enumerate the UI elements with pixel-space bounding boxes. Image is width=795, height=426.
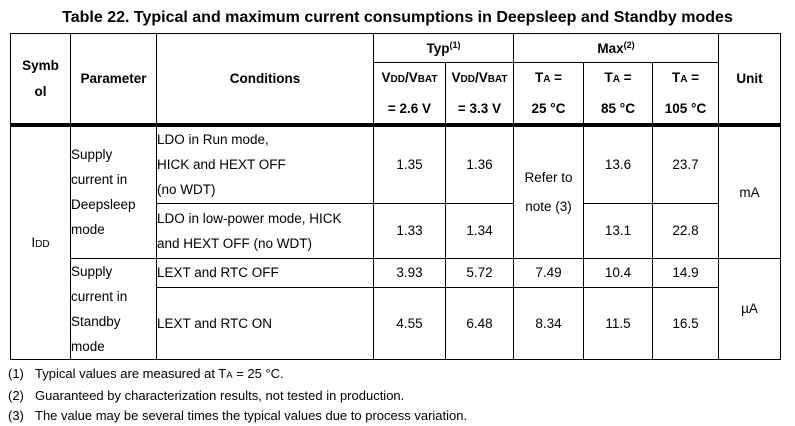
- ta-label: TA =: [585, 63, 652, 94]
- vdd-2v6-value: = 2.6 V: [387, 101, 432, 116]
- cell-value-max105: 14.9: [651, 257, 720, 288]
- cell-value-max25: 8.34: [513, 286, 584, 360]
- typ-footnote-ref: (1): [449, 40, 461, 50]
- ta-base: T: [534, 70, 544, 85]
- row-standby-rtc-on: LEXT and RTC ON 4.55 6.48 8.34 11.5 16.5: [11, 286, 781, 360]
- cell-value-max25: 7.49: [513, 257, 584, 288]
- cell-conditions-lowpower: LDO in low-power mode, HICK and HEXT OFF…: [156, 202, 374, 259]
- cell-value-max105: 22.8: [651, 202, 720, 259]
- cell-unit-ma: mA: [718, 123, 782, 259]
- table-caption: Table 22. Typical and maximum current co…: [62, 9, 733, 26]
- cell-value-max105: 16.5: [651, 286, 720, 360]
- footnote-2: (2) Guaranteed by characterization result…: [8, 386, 795, 406]
- cell-value-typ26: 3.93: [373, 257, 446, 288]
- vdd-vbat-label: VDD/VBAT: [447, 63, 513, 94]
- vdd-base: V: [381, 70, 391, 85]
- cell-value-max85: 13.6: [583, 123, 653, 204]
- footnote-1: (1) Typical values are measured at TA = 2…: [8, 364, 795, 386]
- typ-label: Typ: [426, 41, 450, 56]
- ta-equals: =: [550, 70, 563, 85]
- current-consumption-table: Symb ol Parameter Conditions Typ(1) Max(…: [10, 33, 782, 360]
- footnote-2-text: Guaranteed by characterization results, …: [35, 387, 405, 403]
- cell-value-typ33: 5.72: [445, 257, 514, 288]
- col-header-symbol: Symb ol: [10, 33, 71, 126]
- cell-symbol-idd: IDD: [10, 123, 71, 360]
- cell-conditions-rtc-off: LEXT and RTC OFF: [156, 257, 374, 288]
- vdd-subscript: DD: [390, 74, 405, 85]
- idd-subscript: DD: [35, 239, 50, 251]
- cell-value-typ33: 1.36: [445, 123, 514, 204]
- vbat-base: /V: [404, 70, 418, 85]
- footnotes: (1) Typical values are measured at TA = 2…: [8, 364, 795, 426]
- row-deepsleep-lowpower-mode: LDO in low-power mode, HICK and HEXT OFF…: [11, 202, 781, 259]
- header-row-groups: Symb ol Parameter Conditions Typ(1) Max(…: [10, 33, 782, 126]
- cell-conditions-rtc-on: LEXT and RTC ON: [156, 286, 374, 360]
- cell-value-max85: 10.4: [583, 257, 653, 288]
- cell-value-typ26: 1.35: [373, 123, 446, 204]
- cell-value-max85: 11.5: [583, 286, 653, 360]
- col-group-typ: Typ(1): [373, 33, 514, 63]
- col-header-vdd-2v6: VDD/VBAT = 2.6 V: [373, 62, 446, 126]
- vbat-subscript: BAT: [487, 74, 508, 85]
- cell-parameter-deepsleep: Supply current in Deepsleep mode: [70, 123, 157, 259]
- ta-equals: =: [619, 70, 632, 85]
- ta-85-value: 85 °C: [601, 101, 635, 116]
- cell-conditions-run-mode: LDO in Run mode, HICK and HEXT OFF (no W…: [156, 123, 374, 204]
- cell-value-typ26: 1.33: [373, 202, 446, 259]
- footnote-1-text-pre: Typical values are measured at T: [35, 365, 227, 381]
- ta-base: T: [671, 70, 681, 85]
- col-header-parameter: Parameter: [70, 33, 157, 126]
- col-header-vdd-3v3: VDD/VBAT = 3.3 V: [445, 62, 514, 126]
- vdd-subscript: DD: [460, 74, 475, 85]
- ta-equals: =: [687, 70, 700, 85]
- col-group-max: Max(2): [512, 33, 720, 63]
- footnote-3: (3) The value may be several times the ty…: [8, 406, 795, 426]
- cell-parameter-standby: Supply current in Standby mode: [70, 257, 157, 360]
- ta-25-value: 25 °C: [531, 101, 566, 116]
- row-standby-rtc-off: Supply current in Standby mode LEXT and …: [11, 257, 782, 360]
- ta-base: T: [604, 70, 613, 85]
- cell-value-max85: 13.1: [583, 202, 653, 259]
- ta-label: TA =: [515, 63, 583, 94]
- vdd-vbat-label: VDD/VBAT: [375, 63, 445, 94]
- header-row-subcolumns: VDD/VBAT = 2.6 V VDD/VBAT = 3.3 V TA = 2…: [11, 62, 781, 126]
- idd-base: I: [31, 235, 36, 251]
- footnote-1-text: Typical values are measured at TA = 25 °…: [35, 366, 284, 381]
- footnote-2-number: (2): [8, 387, 24, 403]
- cell-value-typ26: 4.55: [373, 286, 446, 360]
- cell-unit-ua: µA: [718, 257, 782, 360]
- cell-value-typ33: 1.34: [445, 202, 514, 259]
- footnote-3-text: The value may be several times the typic…: [35, 407, 468, 423]
- ta-subscript: A: [680, 74, 688, 85]
- vdd-base: V: [451, 70, 461, 85]
- max-footnote-ref: (2): [623, 40, 635, 50]
- ta-105-value: 105 °C: [664, 101, 707, 116]
- ta-subscript: A: [543, 74, 551, 85]
- ta-subscript: A: [612, 74, 620, 85]
- col-header-ta-85: TA = 85 °C: [583, 62, 653, 126]
- col-header-ta-25: TA = 25 °C: [513, 62, 584, 126]
- max-label: Max: [597, 41, 624, 56]
- row-deepsleep-run-mode: IDD Supply current in Deepsleep mode LDO…: [10, 123, 782, 360]
- vbat-base: /V: [474, 70, 488, 85]
- footnote-1-number: (1): [8, 365, 24, 381]
- vbat-subscript: BAT: [417, 74, 438, 85]
- col-header-conditions: Conditions: [156, 33, 374, 126]
- cell-refer-note: Refer to note (3): [513, 123, 584, 259]
- footnote-3-number: (3): [8, 407, 24, 423]
- ta-subscript: A: [226, 369, 233, 381]
- col-header-unit: Unit: [718, 33, 782, 126]
- ta-label: TA =: [654, 63, 718, 94]
- vdd-3v3-value: = 3.3 V: [457, 101, 502, 116]
- cell-value-max105: 23.7: [651, 123, 720, 204]
- col-header-ta-105: TA = 105 °C: [651, 62, 720, 126]
- cell-value-typ33: 6.48: [445, 286, 514, 360]
- footnote-1-text-post: = 25 °C.: [232, 365, 284, 381]
